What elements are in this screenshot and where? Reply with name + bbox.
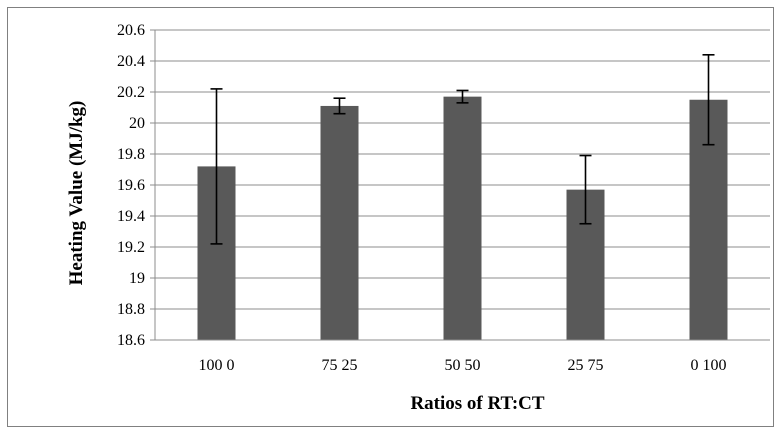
bar: [320, 105, 359, 340]
x-tick-label: 100 0: [199, 357, 235, 374]
x-tick-label: 50 50: [445, 357, 481, 374]
x-axis-title: Ratios of RT:CT: [410, 393, 544, 414]
x-tick-label: 25 75: [568, 357, 604, 374]
y-tick-label: 18.8: [117, 301, 145, 318]
y-tick-label: 19.2: [117, 239, 145, 256]
bars: [197, 96, 728, 341]
axes: [150, 29, 770, 341]
x-tick-label: 75 25: [322, 357, 358, 374]
y-tick-label: 19.6: [117, 177, 145, 194]
y-tick-label: 18.6: [117, 332, 145, 349]
x-tick-labels: 100 0 75 25 50 50 25 75 0 100: [199, 357, 727, 374]
y-tick-label: 20.2: [117, 84, 145, 101]
y-tick-label: 20.4: [117, 53, 145, 70]
y-tick-label: 19: [129, 270, 145, 287]
y-tick-labels: 18.6 18.8 19 19.2 19.4 19.6 19.8 20 20.2 20.4 20.6: [117, 22, 145, 349]
y-tick-label: 20: [129, 115, 145, 132]
error-bars: [210, 53, 715, 245]
y-axis-title: Heating Value (MJ/kg): [66, 101, 87, 286]
y-tick-label: 19.4: [117, 208, 145, 225]
chart-frame: [7, 7, 774, 427]
y-tick-label: 20.6: [117, 22, 145, 39]
y-tick-label: 19.8: [117, 146, 145, 163]
bar: [443, 96, 482, 341]
x-tick-label: 0 100: [691, 357, 727, 374]
